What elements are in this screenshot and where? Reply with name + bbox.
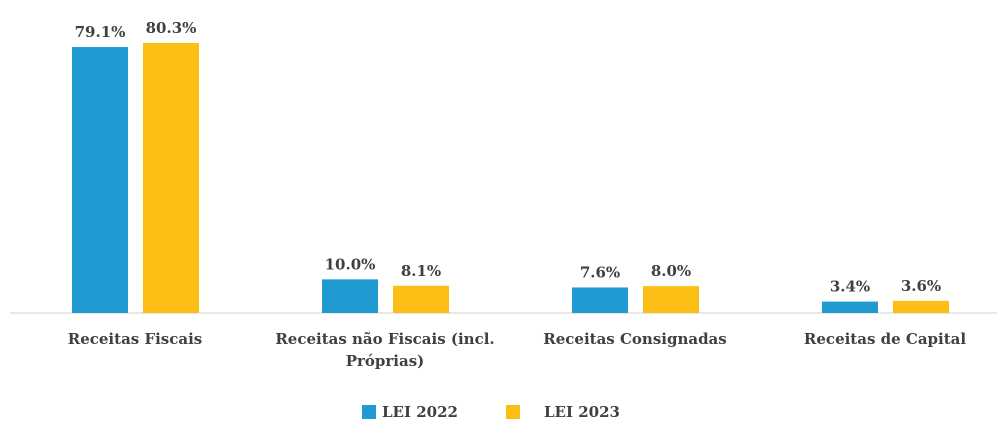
legend-item: LEI 2022	[362, 403, 458, 421]
legend-item: LEI 2023	[506, 403, 620, 421]
data-label: 7.6%	[580, 263, 620, 281]
x-tick-label: Receitas Consignadas	[543, 330, 727, 348]
bar	[893, 300, 949, 313]
data-label: 3.4%	[830, 278, 870, 296]
bar	[572, 287, 628, 313]
data-label: 8.0%	[651, 262, 691, 280]
legend-swatch	[506, 405, 520, 419]
x-tick-label: Receitas Fiscais	[67, 330, 203, 348]
data-label: 10.0%	[325, 255, 376, 273]
legend-label: LEI 2022	[382, 403, 458, 421]
x-tick-label: Receitas de Capital	[803, 330, 967, 348]
bar	[393, 285, 449, 313]
data-label: 80.3%	[146, 19, 197, 37]
bar	[143, 43, 199, 313]
data-label: 8.1%	[401, 262, 441, 280]
legend-swatch	[362, 405, 376, 419]
bar	[72, 47, 128, 313]
bar	[643, 286, 699, 313]
bar	[822, 301, 878, 313]
data-label: 3.6%	[901, 277, 941, 295]
legend-label: LEI 2023	[544, 403, 620, 421]
bar	[322, 279, 378, 313]
x-tick-label: Receitas não Fiscais (incl. Próprias)	[275, 330, 495, 370]
data-label: 79.1%	[75, 23, 126, 41]
